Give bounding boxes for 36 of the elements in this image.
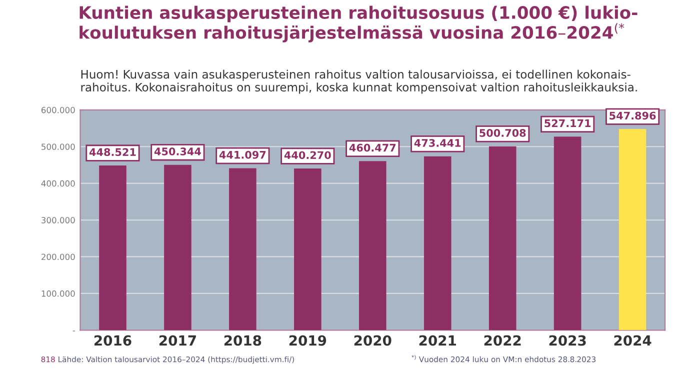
data-label: 473.441 [414,139,461,147]
y-tick-label: 500.000 [42,144,75,150]
x-tick-label: 2017 [159,335,196,346]
bar [358,161,386,330]
y-tick-label: 100.000 [42,290,75,297]
bar [618,129,646,330]
x-tick-label: 2024 [614,335,652,346]
x-tick-label: 2022 [484,335,521,346]
data-label: 500.708 [480,129,526,137]
bar [294,168,322,330]
data-label: 441.097 [219,150,266,159]
bar [99,166,126,330]
bar [164,164,192,330]
data-label: 460.477 [349,144,396,152]
y-tick-label: 400.000 [41,180,75,187]
data-label: 527.171 [544,119,591,128]
chart-subtitle: Huom! Kuvassa vain asukasperusteinen rahoitus valtion talousarvioissa, ei todellinen kokonais- rahoitus. Kokonaisrahoitus on suurempi, koska kunnat kompensoivat valtion rahoitusleikkauksia. [81,70,637,94]
data-label: 547.896 [610,112,656,120]
bar [424,156,452,330]
x-tick-label: 2021 [419,335,456,346]
data-label: 440.270 [284,151,331,160]
x-tick-label: 2020 [354,335,392,346]
x-tick-label: 2016 [94,335,132,346]
y-tick-label: 200.000 [42,254,75,260]
x-tick-label: 2018 [224,335,262,346]
data-label: 450.344 [154,147,201,156]
y-tick-label: 600.000 [42,106,75,114]
data-label: 448.521 [89,148,136,156]
chart-title: Kuntien asukasperusteinen rahoitusosuus (1.000 €) lukio- koulutuksen rahoitusjärjestelmässä vuosina 2016–2024$^{(*}$ [80,6,638,42]
bar [488,146,516,330]
bar [554,136,582,330]
bar [229,168,256,330]
y-tick-label: 300.000 [42,217,75,224]
y-tick-label: - [72,330,75,332]
x-tick-label: 2023 [549,335,586,346]
x-tick-label: 2019 [289,335,326,346]
